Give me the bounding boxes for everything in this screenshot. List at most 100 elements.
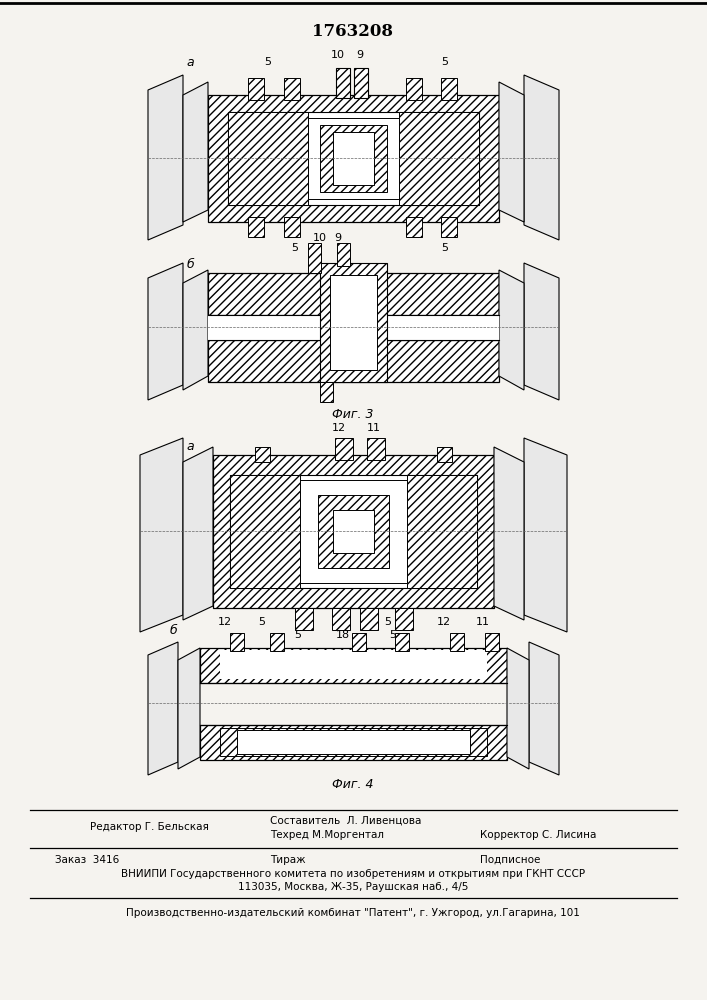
Text: 5: 5 [291,243,298,253]
Text: 11: 11 [367,423,381,433]
Bar [450,633,464,651]
Bar [228,112,308,205]
Bar [200,648,507,683]
Bar [406,78,422,100]
Polygon shape [183,270,208,390]
Text: а: а [186,56,194,70]
Bar [485,633,499,651]
Text: Тираж: Тираж [270,855,305,865]
Polygon shape [183,447,213,620]
Bar [337,243,350,266]
Bar [220,650,487,679]
Bar [230,475,300,588]
Bar [248,217,264,237]
Text: 12: 12 [332,423,346,433]
Text: Заказ  3416: Заказ 3416 [55,855,119,865]
Bar [295,608,313,630]
Bar [213,455,494,608]
Text: 11: 11 [338,617,352,627]
Bar [318,495,389,568]
Bar [399,112,479,205]
Polygon shape [499,82,524,222]
Bar [395,608,413,630]
Bar [395,633,409,651]
Bar [237,730,470,754]
Text: 113035, Москва, Ж-35, Раушская наб., 4/5: 113035, Москва, Ж-35, Раушская наб., 4/5 [238,882,468,892]
Bar [284,217,300,237]
Bar [367,438,385,460]
Text: 18: 18 [336,630,350,640]
Text: 12: 12 [218,617,232,627]
Text: Фиг. 4: Фиг. 4 [332,778,374,792]
Bar [354,68,368,98]
Bar [336,68,350,98]
Polygon shape [499,270,524,390]
Text: 12: 12 [437,617,451,627]
Polygon shape [183,82,208,222]
Bar [230,633,244,651]
Text: а: а [186,440,194,454]
Polygon shape [524,438,567,632]
Polygon shape [529,642,559,775]
Text: 5: 5 [441,243,448,253]
Bar [308,243,321,273]
Text: Фиг. 3: Фиг. 3 [332,408,374,422]
Bar [320,263,387,382]
Polygon shape [178,648,200,769]
Polygon shape [494,447,524,620]
Bar [220,728,487,756]
Polygon shape [148,642,178,775]
Text: ВНИИПИ Государственного комитета по изобретениям и открытиям при ГКНТ СССР: ВНИИПИ Государственного комитета по изоб… [121,869,585,879]
Text: 11: 11 [476,617,490,627]
Bar [437,447,452,462]
Bar [270,633,284,651]
Text: 5: 5 [441,57,448,67]
Text: Техред М.Моргентал: Техред М.Моргентал [270,830,384,840]
Bar [335,438,353,460]
Bar [255,447,270,462]
Text: б: б [186,258,194,271]
Bar [333,510,374,553]
Bar [200,725,507,760]
Bar [332,608,350,630]
Polygon shape [148,75,183,240]
Bar [208,273,499,315]
Polygon shape [507,648,529,769]
Polygon shape [524,75,559,240]
Bar [407,475,477,588]
Bar [352,633,366,651]
Bar [333,132,374,185]
Text: 5: 5 [264,57,271,67]
Bar [248,78,264,100]
Bar [360,608,378,630]
Text: Корректор С. Лисина: Корректор С. Лисина [480,830,597,840]
Polygon shape [524,263,559,400]
Text: Редактор Г. Бельская: Редактор Г. Бельская [90,822,209,832]
Bar [330,275,377,370]
Text: 5: 5 [259,617,266,627]
Bar [441,217,457,237]
Bar [208,315,499,340]
Bar [320,382,333,402]
Bar [320,125,387,192]
Bar [441,78,457,100]
Text: 9: 9 [334,233,341,243]
Text: 5: 5 [390,630,397,640]
Bar [308,118,399,199]
Text: 5: 5 [295,630,301,640]
Text: 5: 5 [385,617,392,627]
Bar [284,78,300,100]
Polygon shape [148,263,183,400]
Bar [406,217,422,237]
Text: 1763208: 1763208 [312,23,394,40]
Bar [208,95,499,222]
Bar [300,480,407,583]
Text: 9: 9 [356,50,363,60]
Text: Подписное: Подписное [480,855,540,865]
Bar [208,340,499,382]
Bar [230,475,477,588]
Text: б: б [169,624,177,637]
Text: Составитель  Л. Ливенцова: Составитель Л. Ливенцова [270,816,421,826]
Polygon shape [140,438,183,632]
Text: 10: 10 [313,233,327,243]
